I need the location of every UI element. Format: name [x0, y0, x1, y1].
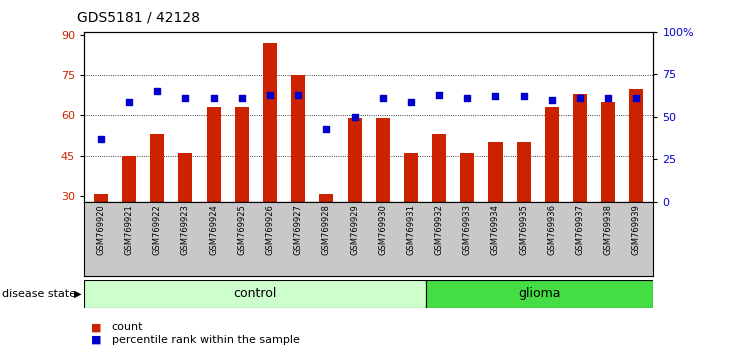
- Bar: [347, 118, 361, 202]
- Point: [123, 99, 135, 104]
- Bar: [291, 75, 305, 202]
- Point: [405, 99, 417, 104]
- Text: GSM769928: GSM769928: [322, 204, 331, 255]
- Text: GSM769931: GSM769931: [407, 204, 415, 255]
- Bar: [207, 107, 220, 202]
- Bar: [319, 194, 334, 202]
- Point: [320, 126, 332, 132]
- Point: [151, 88, 163, 94]
- Text: GSM769924: GSM769924: [209, 204, 218, 255]
- Point: [602, 95, 614, 101]
- Point: [490, 93, 502, 99]
- Bar: [376, 118, 390, 202]
- Text: GSM769920: GSM769920: [96, 204, 105, 255]
- Bar: [488, 142, 502, 202]
- Text: GSM769938: GSM769938: [604, 204, 612, 255]
- Point: [236, 95, 247, 101]
- Point: [264, 92, 276, 98]
- Bar: [94, 194, 108, 202]
- Point: [546, 97, 558, 103]
- Bar: [263, 42, 277, 202]
- Point: [292, 92, 304, 98]
- Bar: [122, 156, 136, 202]
- Text: GSM769922: GSM769922: [153, 204, 162, 255]
- Text: GSM769939: GSM769939: [632, 204, 641, 255]
- Bar: [432, 135, 446, 202]
- Bar: [460, 153, 474, 202]
- Point: [349, 114, 361, 120]
- Point: [377, 95, 388, 101]
- Bar: [84, 280, 426, 308]
- Text: GSM769933: GSM769933: [463, 204, 472, 255]
- Text: GSM769936: GSM769936: [548, 204, 556, 255]
- Point: [180, 95, 191, 101]
- Point: [575, 95, 586, 101]
- Text: percentile rank within the sample: percentile rank within the sample: [112, 335, 299, 345]
- Point: [461, 95, 473, 101]
- Text: GSM769925: GSM769925: [237, 204, 246, 255]
- Text: ■: ■: [91, 322, 101, 332]
- Bar: [178, 153, 193, 202]
- Text: glioma: glioma: [518, 287, 561, 300]
- Text: ▶: ▶: [74, 289, 81, 299]
- Text: GSM769927: GSM769927: [293, 204, 303, 255]
- Text: GSM769932: GSM769932: [434, 204, 444, 255]
- Text: count: count: [112, 322, 143, 332]
- Bar: [545, 107, 559, 202]
- Point: [95, 136, 107, 142]
- Bar: [150, 135, 164, 202]
- Bar: [573, 94, 587, 202]
- Point: [434, 92, 445, 98]
- Point: [518, 93, 529, 99]
- Text: GSM769926: GSM769926: [266, 204, 274, 255]
- Text: ■: ■: [91, 335, 101, 345]
- Text: GSM769929: GSM769929: [350, 204, 359, 255]
- Bar: [235, 107, 249, 202]
- Text: GSM769930: GSM769930: [378, 204, 387, 255]
- Bar: [602, 102, 615, 202]
- Text: GSM769937: GSM769937: [575, 204, 585, 255]
- Point: [208, 95, 220, 101]
- Bar: [426, 280, 653, 308]
- Text: GSM769921: GSM769921: [125, 204, 134, 255]
- Bar: [517, 142, 531, 202]
- Text: disease state: disease state: [2, 289, 77, 299]
- Point: [631, 95, 642, 101]
- Bar: [404, 153, 418, 202]
- Text: GDS5181 / 42128: GDS5181 / 42128: [77, 11, 199, 25]
- Text: GSM769923: GSM769923: [181, 204, 190, 255]
- Text: GSM769935: GSM769935: [519, 204, 529, 255]
- Text: control: control: [233, 287, 277, 300]
- Text: GSM769934: GSM769934: [491, 204, 500, 255]
- Bar: [629, 88, 643, 202]
